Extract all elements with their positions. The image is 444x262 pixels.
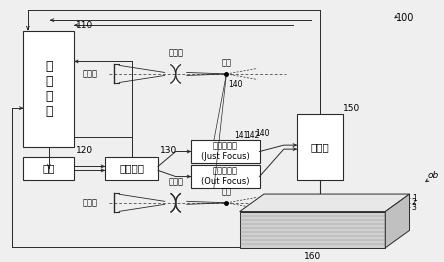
Text: 视力轴: 视力轴	[83, 69, 98, 78]
FancyBboxPatch shape	[191, 140, 259, 163]
Text: 141: 141	[234, 131, 248, 140]
Text: 聚光镜: 聚光镜	[168, 177, 183, 186]
Text: 110: 110	[76, 21, 94, 30]
Text: 焦点: 焦点	[222, 59, 231, 68]
Text: 140: 140	[255, 129, 270, 138]
Text: 130: 130	[160, 146, 178, 155]
FancyBboxPatch shape	[191, 165, 259, 188]
Text: 150: 150	[343, 104, 361, 113]
Polygon shape	[240, 194, 409, 212]
Text: 2: 2	[412, 198, 416, 207]
Text: 第二扩束器
(Out Focus): 第二扩束器 (Out Focus)	[201, 167, 250, 186]
Text: 光调制器: 光调制器	[119, 163, 144, 173]
FancyBboxPatch shape	[105, 156, 158, 180]
Text: 控
制
单
元: 控 制 单 元	[45, 60, 52, 118]
FancyBboxPatch shape	[24, 31, 74, 146]
Text: 扫描部: 扫描部	[311, 142, 329, 152]
Text: ob: ob	[427, 171, 438, 180]
Text: 140: 140	[229, 80, 243, 89]
Polygon shape	[385, 194, 409, 248]
Text: 1: 1	[412, 194, 416, 203]
Text: 视力轴: 视力轴	[83, 198, 98, 207]
Text: 光源: 光源	[43, 163, 55, 173]
Text: 100: 100	[396, 13, 415, 23]
Text: 聚光镜: 聚光镜	[168, 48, 183, 57]
Text: 第一扩束器
(Just Focus): 第一扩束器 (Just Focus)	[201, 142, 250, 161]
Text: 焦点: 焦点	[222, 188, 231, 196]
FancyBboxPatch shape	[240, 212, 385, 248]
Polygon shape	[171, 194, 180, 212]
Text: 160: 160	[304, 252, 321, 261]
Text: 120: 120	[76, 146, 94, 155]
Text: 142: 142	[246, 131, 260, 140]
FancyBboxPatch shape	[24, 156, 74, 180]
FancyBboxPatch shape	[297, 114, 343, 180]
Text: 3: 3	[412, 203, 416, 212]
Polygon shape	[171, 65, 180, 83]
